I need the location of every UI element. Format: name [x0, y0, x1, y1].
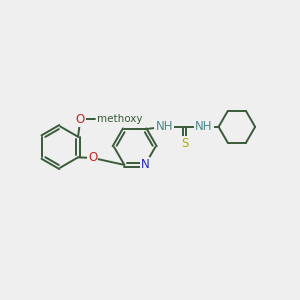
Text: methoxy: methoxy [97, 114, 142, 124]
Text: O: O [88, 152, 98, 164]
Text: O: O [76, 112, 85, 126]
Text: N: N [141, 158, 149, 171]
Text: NH: NH [195, 120, 213, 134]
Text: S: S [181, 136, 188, 149]
Text: NH: NH [155, 120, 173, 134]
